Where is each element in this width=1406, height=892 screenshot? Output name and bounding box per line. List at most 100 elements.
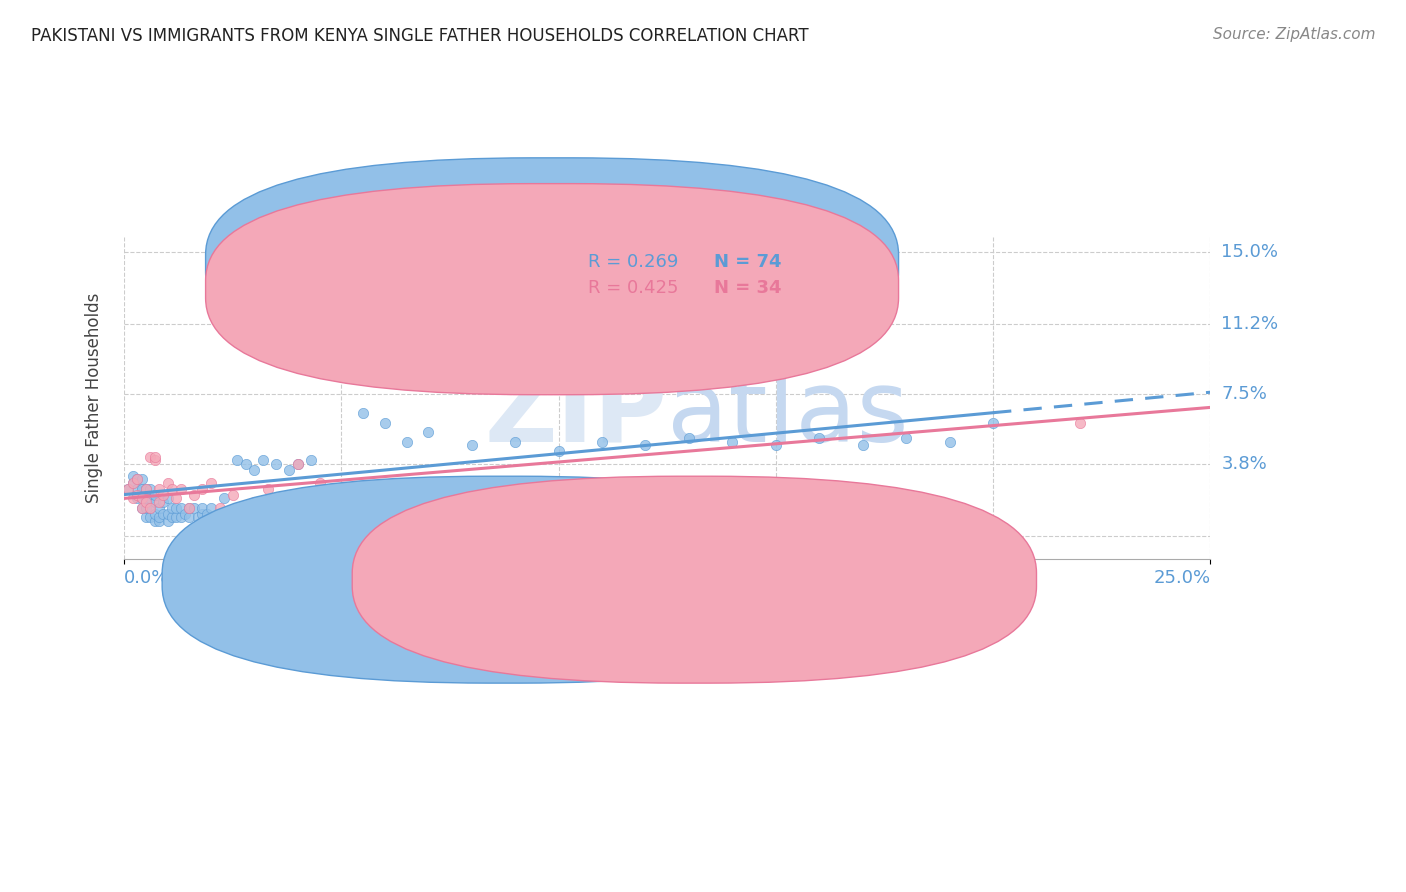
Point (131, 491, 153, 506)
Point (131, 472, 153, 486)
Point (395, 434, 418, 449)
Point (678, 431, 700, 445)
Text: ZIP: ZIP (484, 366, 668, 463)
Point (127, 472, 149, 486)
Point (191, 507, 214, 521)
Point (121, 491, 143, 506)
Point (808, 431, 831, 445)
Point (131, 500, 153, 515)
Point (765, 438, 787, 452)
Point (139, 491, 162, 506)
Point (156, 507, 179, 521)
Point (252, 453, 274, 467)
Point (127, 487, 149, 501)
Point (143, 450, 166, 464)
Point (278, 463, 301, 477)
Point (591, 434, 613, 449)
Point (721, 434, 744, 449)
Point (460, 438, 482, 452)
Point (852, 438, 875, 452)
Point (1069, 416, 1091, 430)
Point (143, 507, 166, 521)
Point (121, 476, 143, 491)
Point (169, 482, 191, 496)
Point (278, 495, 301, 509)
Point (152, 507, 174, 521)
Point (547, 444, 569, 458)
Point (938, 434, 960, 449)
Point (143, 487, 166, 501)
FancyBboxPatch shape (205, 184, 898, 394)
Point (143, 495, 166, 509)
Point (127, 482, 149, 496)
Point (148, 500, 170, 515)
Point (264, 457, 287, 471)
Point (235, 457, 257, 471)
Point (152, 495, 174, 509)
Point (169, 510, 191, 524)
Point (299, 453, 322, 467)
Point (160, 482, 183, 496)
Point (243, 463, 266, 477)
Point (139, 510, 162, 524)
Point (148, 482, 170, 496)
Point (135, 510, 157, 524)
Point (179, 510, 201, 524)
Point (174, 507, 197, 521)
Point (121, 468, 143, 483)
Point (330, 495, 353, 509)
Point (222, 487, 245, 501)
Point (148, 495, 170, 509)
Point (127, 491, 149, 506)
Point (139, 450, 162, 464)
Point (117, 482, 139, 496)
Point (143, 453, 166, 467)
Point (195, 507, 218, 521)
Point (287, 457, 309, 471)
Point (208, 510, 231, 524)
Point (235, 500, 257, 515)
Point (226, 453, 249, 467)
Point (156, 491, 179, 506)
Point (503, 434, 526, 449)
Point (152, 487, 174, 501)
Point (165, 491, 187, 506)
Point (634, 438, 657, 452)
Text: R = 0.425: R = 0.425 (588, 279, 679, 297)
FancyBboxPatch shape (519, 252, 811, 308)
Point (121, 476, 143, 491)
Point (981, 416, 1004, 430)
Point (156, 476, 179, 491)
Point (208, 500, 231, 515)
Point (187, 510, 209, 524)
Point (179, 500, 201, 515)
Point (160, 510, 183, 524)
Point (308, 476, 330, 491)
Point (165, 500, 187, 515)
Point (212, 491, 235, 506)
Text: N = 74: N = 74 (714, 253, 782, 271)
Point (287, 457, 309, 471)
Point (131, 482, 153, 496)
Text: Pakistanis: Pakistanis (531, 570, 614, 589)
Point (135, 482, 157, 496)
Text: 3.8%: 3.8% (1222, 455, 1267, 474)
Text: atlas: atlas (668, 366, 908, 463)
FancyBboxPatch shape (205, 158, 898, 369)
Point (139, 500, 162, 515)
Text: Immigrants from Kenya: Immigrants from Kenya (721, 570, 917, 589)
Point (165, 510, 187, 524)
Point (131, 500, 153, 515)
Point (139, 500, 162, 515)
Text: 7.5%: 7.5% (1222, 385, 1267, 403)
Point (183, 500, 205, 515)
Text: PAKISTANI VS IMMIGRANTS FROM KENYA SINGLE FATHER HOUSEHOLDS CORRELATION CHART: PAKISTANI VS IMMIGRANTS FROM KENYA SINGL… (31, 27, 808, 45)
Point (127, 472, 149, 486)
Point (256, 482, 278, 496)
Point (894, 431, 917, 445)
Text: R = 0.269: R = 0.269 (588, 253, 678, 271)
Point (191, 500, 214, 515)
Text: Source: ZipAtlas.com: Source: ZipAtlas.com (1212, 27, 1375, 42)
Point (135, 495, 157, 509)
Point (148, 514, 170, 528)
